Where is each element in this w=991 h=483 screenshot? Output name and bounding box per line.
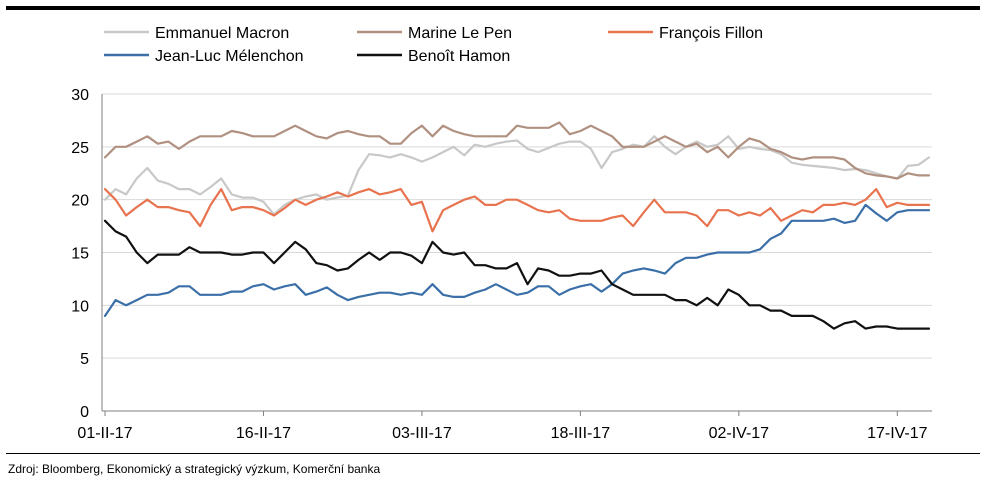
gridlines	[102, 93, 932, 359]
x-tick-label: 03-III-17	[392, 425, 452, 442]
source-note: Zdroj: Bloomberg, Ekonomický a strategic…	[8, 462, 381, 476]
x-tick-label: 18-III-17	[551, 425, 611, 442]
y-tick-label: 5	[80, 351, 89, 368]
series-line-jean-luc-m-lenchon	[103, 203, 931, 317]
y-tick-label: 20	[71, 193, 89, 210]
y-tick-label: 30	[71, 87, 89, 104]
series-lines	[103, 121, 931, 330]
series-line-emmanuel-macron	[103, 135, 931, 216]
x-tick-label: 02-IV-17	[709, 425, 770, 442]
series-line-marine-le-pen	[103, 121, 931, 180]
series-line-beno-t-hamon	[103, 219, 931, 330]
legend-label: François Fillon	[659, 25, 763, 42]
legend-label: Emmanuel Macron	[155, 25, 289, 42]
y-tick-label: 25	[71, 140, 89, 157]
x-tick-label: 16-II-17	[236, 425, 291, 442]
y-tick-label: 10	[71, 298, 89, 315]
top-rule	[6, 6, 980, 10]
series-line-fran-ois-fillon	[103, 188, 931, 233]
x-tick-label: 17-IV-17	[867, 425, 928, 442]
y-tick-label: 0	[80, 404, 89, 421]
bottom-rule	[6, 453, 980, 454]
legend-label: Jean-Luc Mélenchon	[155, 48, 304, 65]
legend: Emmanuel Macron Marine Le Pen François Fil…	[104, 25, 763, 65]
y-tick-label: 15	[71, 246, 89, 263]
legend-label: Benoît Hamon	[408, 48, 510, 65]
axes: 0 5 10 15 20 25 30 01-II-17 16-II-17 03-III-17 18-…	[71, 87, 932, 442]
legend-label: Marine Le Pen	[408, 25, 512, 42]
x-tick-label: 01-II-17	[77, 425, 132, 442]
